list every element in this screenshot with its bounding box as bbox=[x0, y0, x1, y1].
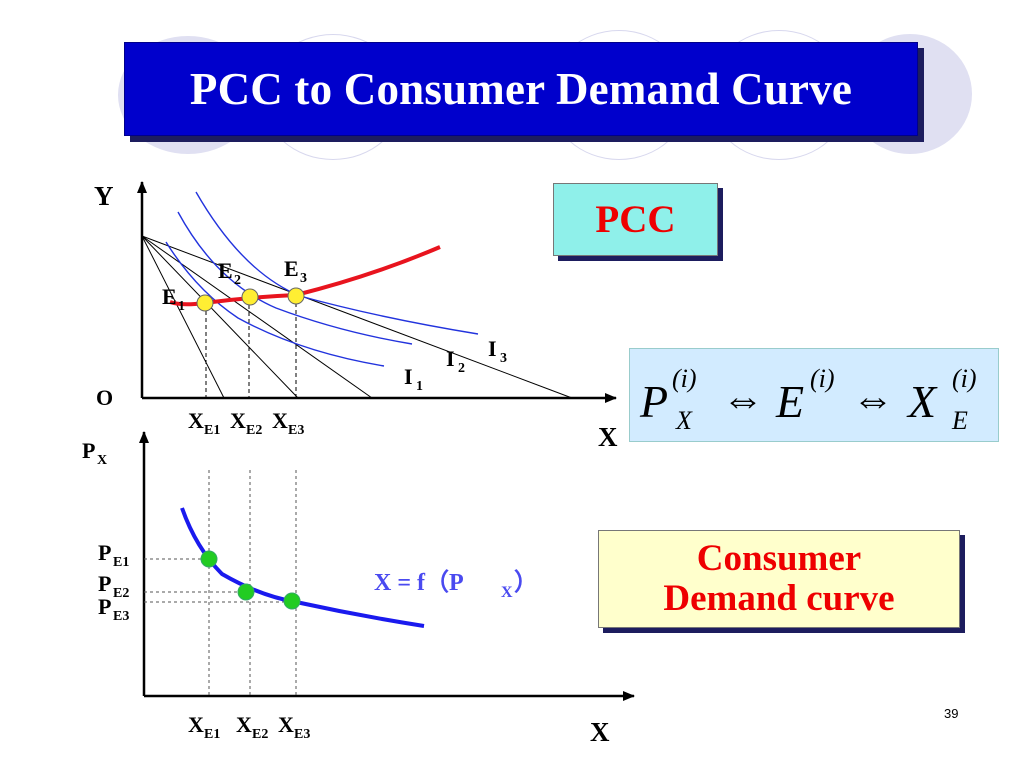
indifference-label-i1: I 1 bbox=[404, 364, 423, 394]
budget-line-3 bbox=[141, 235, 373, 399]
formula-e-sup: (i) bbox=[810, 364, 835, 393]
formula-x-sup: (i) bbox=[952, 364, 977, 393]
equilibrium-point-e1 bbox=[196, 294, 214, 312]
svg-text:X: X bbox=[278, 712, 294, 737]
svg-text:1: 1 bbox=[178, 299, 185, 314]
svg-text:E: E bbox=[284, 256, 299, 281]
top-x-tick-xe3: X E3 bbox=[272, 408, 304, 438]
bottom-graph: P X P E1 P E2 P E3 X = f（P X ） X E1 X E2 bbox=[82, 431, 635, 747]
svg-text:2: 2 bbox=[234, 273, 241, 288]
demand-point-2 bbox=[237, 583, 255, 601]
svg-text:E1: E1 bbox=[204, 423, 220, 438]
svg-text:X: X bbox=[501, 584, 513, 601]
svg-text:X = f（P: X = f（P bbox=[374, 569, 464, 596]
formula-x: X bbox=[906, 376, 938, 427]
svg-text:E1: E1 bbox=[113, 555, 129, 570]
svg-text:X: X bbox=[188, 408, 204, 433]
equilibrium-label-e3: E 3 bbox=[284, 256, 307, 286]
formula-p: P bbox=[639, 376, 668, 427]
top-graph: Y O E 1 E 2 E 3 I 1 I 2 I 3 X E1 bbox=[94, 181, 618, 452]
svg-text:3: 3 bbox=[300, 271, 307, 286]
formula-x-sub: E bbox=[951, 406, 968, 435]
formula-arrow-2: ⇔ bbox=[852, 377, 894, 423]
svg-text:E: E bbox=[218, 258, 233, 283]
bottom-x-tick-xe2: X E2 bbox=[236, 712, 268, 742]
indifference-curve-i3 bbox=[195, 191, 479, 335]
svg-text:E3: E3 bbox=[294, 727, 310, 742]
indifference-label-i3: I 3 bbox=[488, 336, 507, 366]
demand-point-1 bbox=[200, 550, 218, 568]
formula-arrow-1: ⇔ bbox=[722, 377, 764, 423]
formula: P (i) X ⇔ E (i) ⇔ X (i) E bbox=[639, 364, 977, 435]
svg-text:X: X bbox=[188, 712, 204, 737]
top-x-axis-label: X bbox=[598, 422, 618, 452]
price-tick-pe3: P E3 bbox=[98, 594, 129, 624]
demand-label-box: Consumer Demand curve bbox=[598, 530, 960, 628]
demand-label-line2: Demand curve bbox=[663, 578, 895, 619]
title-banner: PCC to Consumer Demand Curve bbox=[124, 42, 918, 136]
page-number: 39 bbox=[944, 706, 959, 721]
pcc-label: PCC bbox=[595, 198, 676, 241]
indifference-label-i2: I 2 bbox=[446, 346, 465, 376]
top-x-tick-xe1: X E1 bbox=[188, 408, 220, 438]
price-tick-pe1: P E1 bbox=[98, 540, 129, 570]
svg-text:X: X bbox=[272, 408, 288, 433]
indifference-curve-i1 bbox=[165, 241, 385, 367]
formula-p-sup: (i) bbox=[672, 364, 697, 393]
equilibrium-label-e2: E 2 bbox=[218, 258, 241, 288]
demand-equation: X = f（P X ） bbox=[374, 569, 538, 601]
top-y-axis-label: Y bbox=[94, 181, 114, 211]
svg-text:I: I bbox=[404, 364, 413, 389]
svg-text:2: 2 bbox=[458, 361, 465, 376]
svg-text:1: 1 bbox=[416, 379, 423, 394]
equilibrium-label-e1: E 1 bbox=[162, 284, 185, 314]
pcc-label-box: PCC bbox=[553, 183, 718, 256]
formula-e: E bbox=[775, 376, 804, 427]
svg-text:X: X bbox=[236, 712, 252, 737]
top-x-tick-xe2: X E2 bbox=[230, 408, 262, 438]
svg-text:E2: E2 bbox=[252, 727, 268, 742]
pcc-curve bbox=[169, 245, 441, 307]
budget-line-2 bbox=[141, 235, 299, 399]
bottom-x-tick-xe1: X E1 bbox=[188, 712, 220, 742]
svg-text:E: E bbox=[162, 284, 177, 309]
formula-box: P (i) X ⇔ E (i) ⇔ X (i) E bbox=[629, 348, 999, 442]
equilibrium-point-e2 bbox=[241, 288, 259, 306]
bottom-x-tick-xe3: X E3 bbox=[278, 712, 310, 742]
price-tick-pe2: P E2 bbox=[98, 571, 129, 601]
svg-text:E3: E3 bbox=[288, 423, 304, 438]
budget-line-4 bbox=[141, 235, 573, 399]
budget-line-1 bbox=[141, 235, 225, 399]
slide-title: PCC to Consumer Demand Curve bbox=[189, 64, 853, 114]
svg-text:X: X bbox=[97, 453, 107, 468]
formula-p-sub: X bbox=[675, 406, 693, 435]
svg-text:）: ） bbox=[514, 569, 538, 596]
svg-text:3: 3 bbox=[500, 351, 507, 366]
svg-text:E2: E2 bbox=[246, 423, 262, 438]
demand-curve bbox=[180, 507, 425, 628]
demand-label-line1: Consumer bbox=[696, 538, 862, 579]
origin-label: O bbox=[96, 385, 113, 410]
bottom-x-axis-label: X bbox=[590, 717, 610, 747]
svg-text:I: I bbox=[488, 336, 497, 361]
svg-text:P: P bbox=[82, 438, 95, 463]
svg-text:X: X bbox=[230, 408, 246, 433]
svg-text:E3: E3 bbox=[113, 609, 129, 624]
indifference-curve-i2 bbox=[177, 211, 413, 345]
svg-text:E2: E2 bbox=[113, 586, 129, 601]
svg-text:I: I bbox=[446, 346, 455, 371]
equilibrium-point-e3 bbox=[287, 287, 305, 305]
svg-text:P: P bbox=[98, 571, 111, 596]
bottom-y-axis-label: P X bbox=[82, 438, 107, 468]
svg-text:P: P bbox=[98, 594, 111, 619]
svg-text:E1: E1 bbox=[204, 727, 220, 742]
svg-text:P: P bbox=[98, 540, 111, 565]
demand-point-3 bbox=[283, 592, 301, 610]
